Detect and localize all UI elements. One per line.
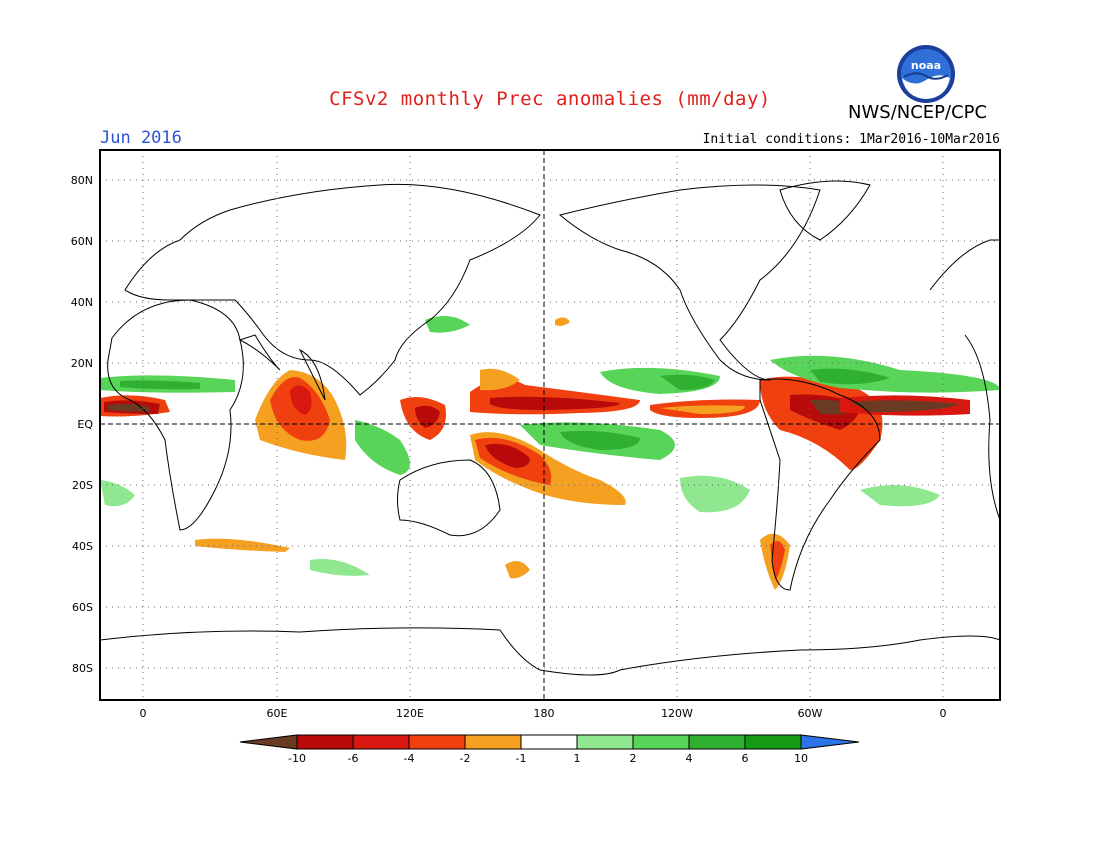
colorbar-swatch — [576, 734, 634, 750]
lon-label: 180 — [534, 707, 555, 720]
lat-label: 40N — [71, 296, 93, 309]
colorbar-arrow-left — [239, 734, 298, 750]
colorbar-label: 10 — [794, 752, 808, 765]
lon-label: 0 — [940, 707, 947, 720]
lat-label: 80S — [72, 662, 93, 675]
lat-labels: 80N 60N 40N 20N EQ 20S 40S 60S 80S — [71, 174, 94, 675]
lat-label: 80N — [71, 174, 93, 187]
lon-label: 60W — [798, 707, 823, 720]
colorbar-swatch — [464, 734, 522, 750]
colorbar-label: 1 — [574, 752, 581, 765]
colorbar-label: -1 — [516, 752, 527, 765]
svg-text:noaa: noaa — [911, 59, 941, 72]
org-label: NWS/NCEP/CPC — [848, 102, 988, 123]
colorbar-swatch — [744, 734, 802, 750]
colorbar-label: 2 — [630, 752, 637, 765]
colorbar — [239, 734, 860, 750]
colorbar-label: -4 — [404, 752, 415, 765]
colorbar-label: -6 — [348, 752, 359, 765]
lat-label: 60S — [72, 601, 93, 614]
lon-label: 0 — [140, 707, 147, 720]
colorbar-label: 6 — [742, 752, 749, 765]
colorbar-label: -2 — [460, 752, 471, 765]
lat-label: 20N — [71, 357, 93, 370]
lat-label: 40S — [72, 540, 93, 553]
colorbar-swatch — [352, 734, 410, 750]
lon-labels: 0 60E 120E 180 120W 60W 0 — [140, 707, 947, 720]
initial-conditions-label: Initial conditions: 1Mar2016-10Mar2016 — [702, 132, 1000, 147]
colorbar-labels: -10 -6 -4 -2 -1 1 2 4 6 10 — [288, 752, 808, 765]
colorbar-swatch — [632, 734, 690, 750]
lon-label: 120W — [661, 707, 693, 720]
colorbar-swatch — [296, 734, 354, 750]
colorbar-arrow-right — [800, 734, 860, 750]
colorbar-swatch — [408, 734, 466, 750]
grid-lines — [100, 150, 1000, 700]
lat-label: 20S — [72, 479, 93, 492]
lon-label: 120E — [396, 707, 424, 720]
lat-label: EQ — [77, 418, 93, 431]
lat-label: 60N — [71, 235, 93, 248]
anomaly-layer — [100, 316, 1000, 590]
map-title: CFSv2 monthly Prec anomalies (mm/day) — [329, 88, 771, 110]
colorbar-label: -10 — [288, 752, 306, 765]
noaa-logo: noaa — [897, 45, 955, 103]
colorbar-swatch — [520, 734, 578, 750]
coastlines — [100, 180, 1000, 676]
lon-label: 60E — [267, 707, 288, 720]
month-label: Jun 2016 — [100, 128, 182, 148]
map-frame — [99, 149, 1001, 701]
colorbar-swatch — [688, 734, 746, 750]
colorbar-label: 4 — [686, 752, 693, 765]
